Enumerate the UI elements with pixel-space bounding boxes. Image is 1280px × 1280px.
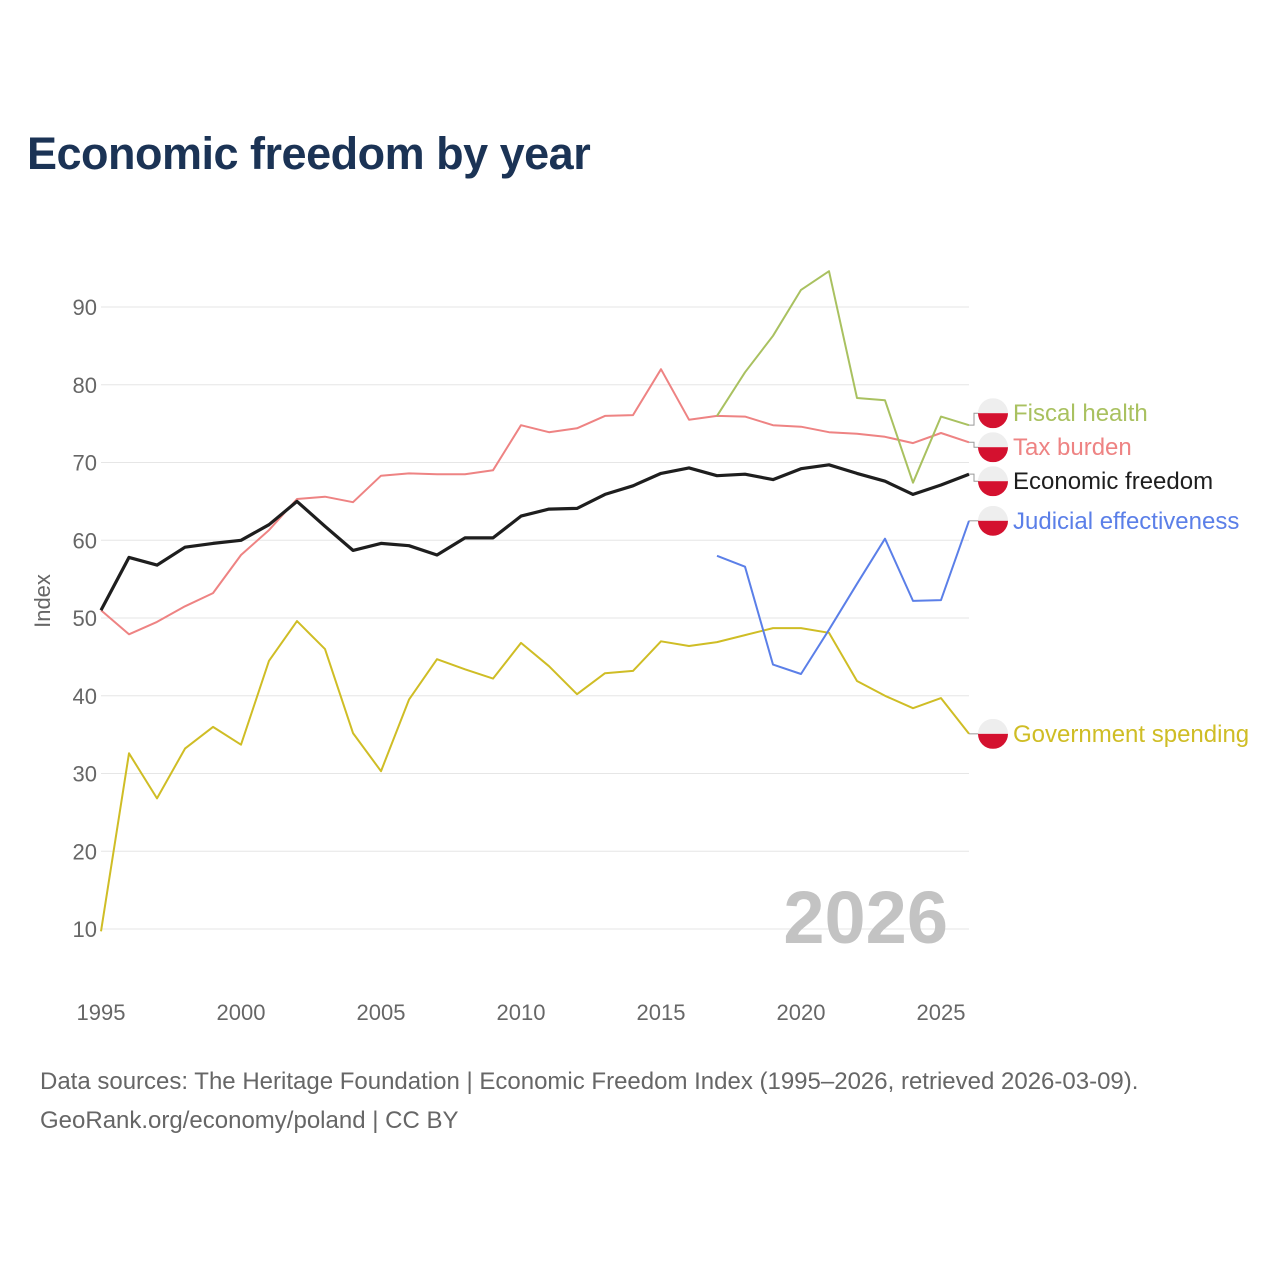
label-leader-line [969,441,979,448]
label-leader-line [969,412,979,426]
poland-flag-icon [978,466,1008,482]
series-line-fiscal-health [716,270,970,484]
poland-flag-icon [978,733,1008,749]
series-label-government-spending: Government spending [1013,721,1249,748]
poland-flag-icon [978,432,1008,448]
poland-flag-icon [978,718,1008,734]
series-label-economic-freedom: Economic freedom [1013,468,1213,495]
label-leader-line [969,473,979,482]
y-tick-label: 30 [73,762,97,787]
series-label-fiscal-health: Fiscal health [1013,400,1148,427]
poland-flag-icon [978,398,1008,414]
x-tick-label: 2005 [357,1000,406,1025]
y-tick-label: 60 [73,528,97,553]
poland-flag-icon [978,413,1008,429]
data-source-text: Data sources: The Heritage Foundation | … [40,1068,1139,1095]
y-tick-label: 10 [73,917,97,942]
line-chart: 10 20 30 40 50 60 70 80 90 1995 2000 2005 2010 2015 20… [30,270,1249,1025]
series-label-tax-burden: Tax burden [1013,434,1132,461]
poland-flag-icon [978,505,1008,521]
y-tick-label: 50 [73,606,97,631]
chart-title: Economic freedom by year [27,128,591,179]
y-tick-label: 40 [73,684,97,709]
source-link-license[interactable]: GeoRank.org/economy/poland | CC BY [40,1107,459,1134]
poland-flag-icon [978,520,1008,536]
series-line-judicial-effectiveness [716,520,970,675]
series-line-government-spending [100,620,970,932]
poland-flag-icon [978,481,1008,497]
x-tick-label: 2025 [917,1000,966,1025]
y-tick-label: 70 [73,451,97,476]
x-tick-label: 2015 [637,1000,686,1025]
y-tick-label: 20 [73,839,97,864]
series-line-economic-freedom [99,463,970,611]
x-tick-label: 2010 [497,1000,546,1025]
x-tick-label: 2020 [777,1000,826,1025]
y-tick-label: 90 [73,295,97,320]
series-line-tax-burden [100,368,970,636]
year-watermark: 2026 [783,876,948,959]
y-tick-label: 80 [73,373,97,398]
x-tick-label: 1995 [77,1000,126,1025]
series-label-judicial-effectiveness: Judicial effectiveness [1013,508,1239,535]
poland-flag-icon [978,447,1008,463]
y-axis-label: Index [30,574,55,628]
x-tick-label: 2000 [217,1000,266,1025]
